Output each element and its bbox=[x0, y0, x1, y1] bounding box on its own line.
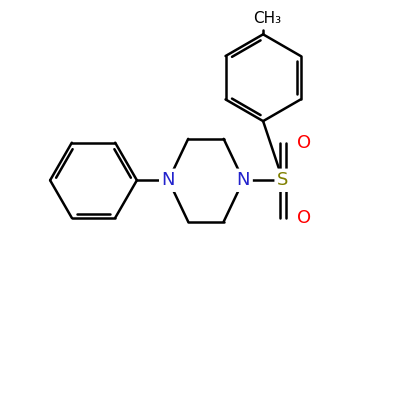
Text: O: O bbox=[298, 209, 312, 227]
Text: S: S bbox=[277, 171, 288, 189]
Text: N: N bbox=[162, 171, 175, 189]
Text: O: O bbox=[298, 134, 312, 152]
Text: CH₃: CH₃ bbox=[253, 11, 281, 26]
Text: N: N bbox=[237, 171, 250, 189]
